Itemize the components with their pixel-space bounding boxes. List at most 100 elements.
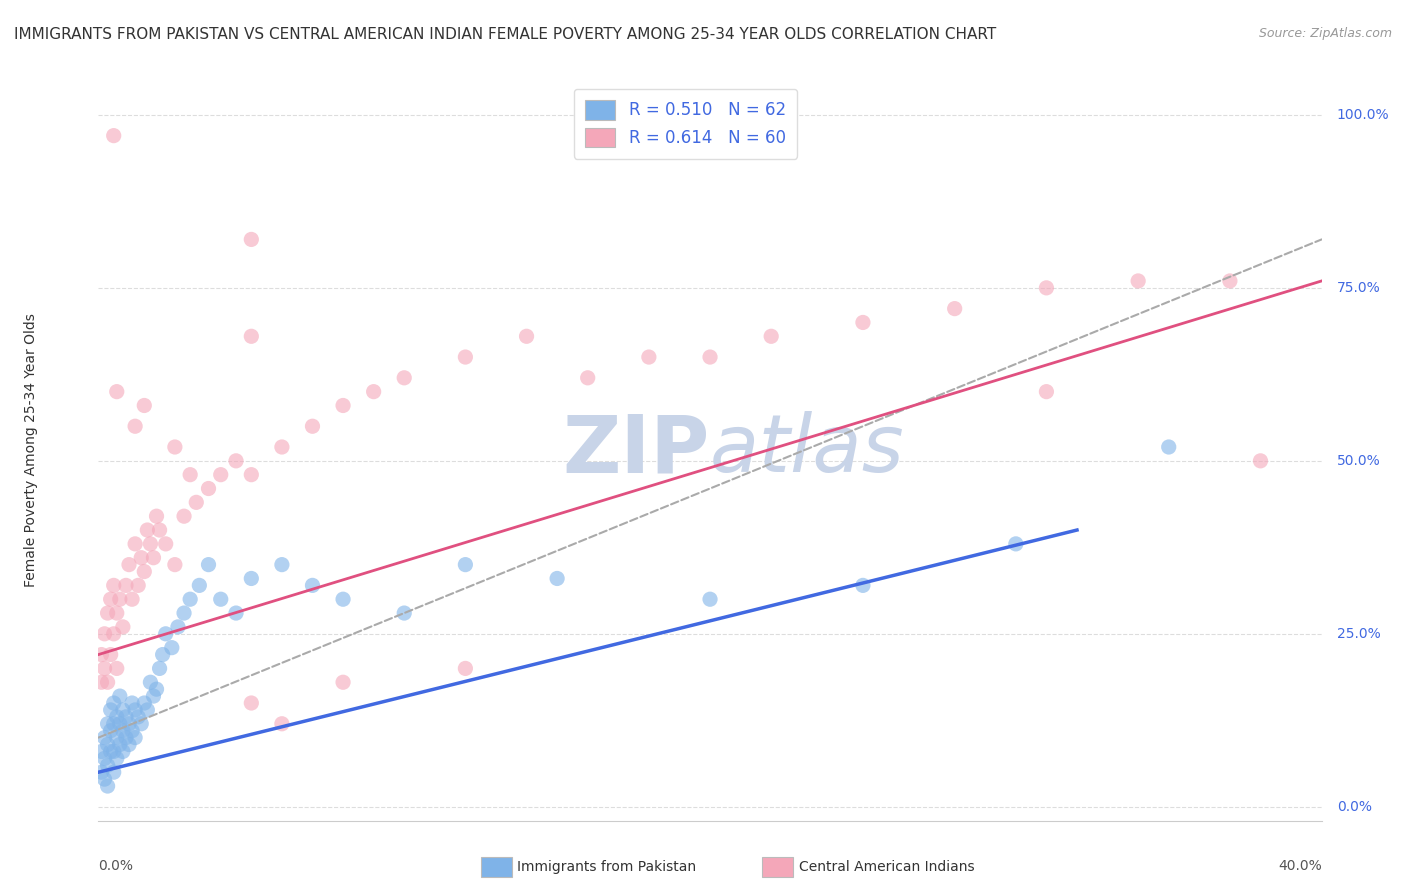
Point: [105, 731, 128, 745]
Point: [163, 558, 186, 572]
Point: [124, 419, 146, 434]
Point: [332, 399, 354, 413]
Legend: R = 0.510   N = 62, R = 0.614   N = 60: R = 0.510 N = 62, R = 0.614 N = 60: [574, 88, 797, 159]
Point: [103, 627, 125, 641]
Point: [240, 329, 263, 343]
Point: [100, 723, 122, 738]
Point: [332, 592, 354, 607]
Text: atlas: atlas: [710, 411, 905, 490]
Text: Central American Indians: Central American Indians: [799, 860, 974, 874]
Point: [454, 661, 477, 675]
Point: [108, 738, 131, 752]
Point: [1128, 274, 1150, 288]
Point: [145, 509, 167, 524]
Point: [270, 558, 292, 572]
Point: [124, 731, 146, 745]
Point: [454, 558, 477, 572]
Point: [186, 495, 208, 509]
Point: [127, 710, 149, 724]
Point: [103, 765, 125, 780]
Point: [108, 592, 131, 607]
Point: [111, 744, 134, 758]
Point: [111, 723, 134, 738]
Point: [105, 751, 128, 765]
Point: [103, 578, 125, 592]
Point: [142, 689, 165, 703]
Point: [270, 716, 292, 731]
Point: [90, 648, 112, 662]
Point: [240, 467, 263, 482]
Text: 0.0%: 0.0%: [1337, 800, 1372, 814]
Point: [115, 731, 138, 745]
Point: [155, 537, 177, 551]
Point: [301, 578, 323, 592]
Point: [225, 454, 247, 468]
Point: [121, 696, 143, 710]
Point: [392, 606, 416, 620]
Text: Female Poverty Among 25-34 Year Olds: Female Poverty Among 25-34 Year Olds: [24, 313, 38, 588]
Point: [1004, 537, 1026, 551]
Point: [93, 731, 115, 745]
Point: [454, 350, 477, 364]
Point: [93, 751, 115, 765]
Point: [105, 606, 128, 620]
Point: [759, 329, 782, 343]
Point: [173, 606, 195, 620]
Point: [97, 675, 120, 690]
Point: [129, 550, 152, 565]
Point: [149, 523, 172, 537]
Point: [152, 648, 174, 662]
Point: [332, 675, 354, 690]
Point: [943, 301, 966, 316]
Point: [103, 128, 125, 143]
Point: [103, 744, 125, 758]
Point: [97, 716, 120, 731]
Point: [100, 592, 122, 607]
Point: [149, 661, 172, 675]
Point: [90, 744, 112, 758]
Point: [270, 440, 292, 454]
Point: [699, 592, 721, 607]
Text: 40.0%: 40.0%: [1278, 859, 1322, 872]
Text: ZIP: ZIP: [562, 411, 710, 490]
Point: [240, 572, 263, 586]
Point: [105, 384, 128, 399]
Text: 100.0%: 100.0%: [1337, 108, 1389, 122]
Point: [139, 537, 162, 551]
Point: [516, 329, 538, 343]
Point: [134, 399, 156, 413]
Point: [93, 661, 115, 675]
Point: [225, 606, 247, 620]
Text: Source: ZipAtlas.com: Source: ZipAtlas.com: [1258, 27, 1392, 40]
Point: [97, 606, 120, 620]
Point: [188, 578, 211, 592]
Text: Immigrants from Pakistan: Immigrants from Pakistan: [517, 860, 696, 874]
Point: [197, 482, 219, 496]
Point: [105, 710, 128, 724]
Text: 75.0%: 75.0%: [1337, 281, 1381, 295]
Point: [121, 592, 143, 607]
Point: [93, 772, 115, 786]
Point: [134, 565, 156, 579]
Point: [209, 592, 232, 607]
Point: [124, 703, 146, 717]
Point: [576, 371, 599, 385]
Point: [111, 703, 134, 717]
Point: [1035, 384, 1057, 399]
Point: [118, 558, 141, 572]
Point: [179, 467, 201, 482]
Point: [139, 675, 162, 690]
Point: [160, 640, 183, 655]
Point: [105, 661, 128, 675]
Point: [145, 682, 167, 697]
Text: 50.0%: 50.0%: [1337, 454, 1381, 467]
Point: [90, 765, 112, 780]
Point: [97, 779, 120, 793]
Point: [103, 696, 125, 710]
Point: [90, 675, 112, 690]
Point: [142, 550, 165, 565]
Point: [637, 350, 661, 364]
Point: [108, 716, 131, 731]
Point: [240, 696, 263, 710]
Point: [127, 578, 149, 592]
